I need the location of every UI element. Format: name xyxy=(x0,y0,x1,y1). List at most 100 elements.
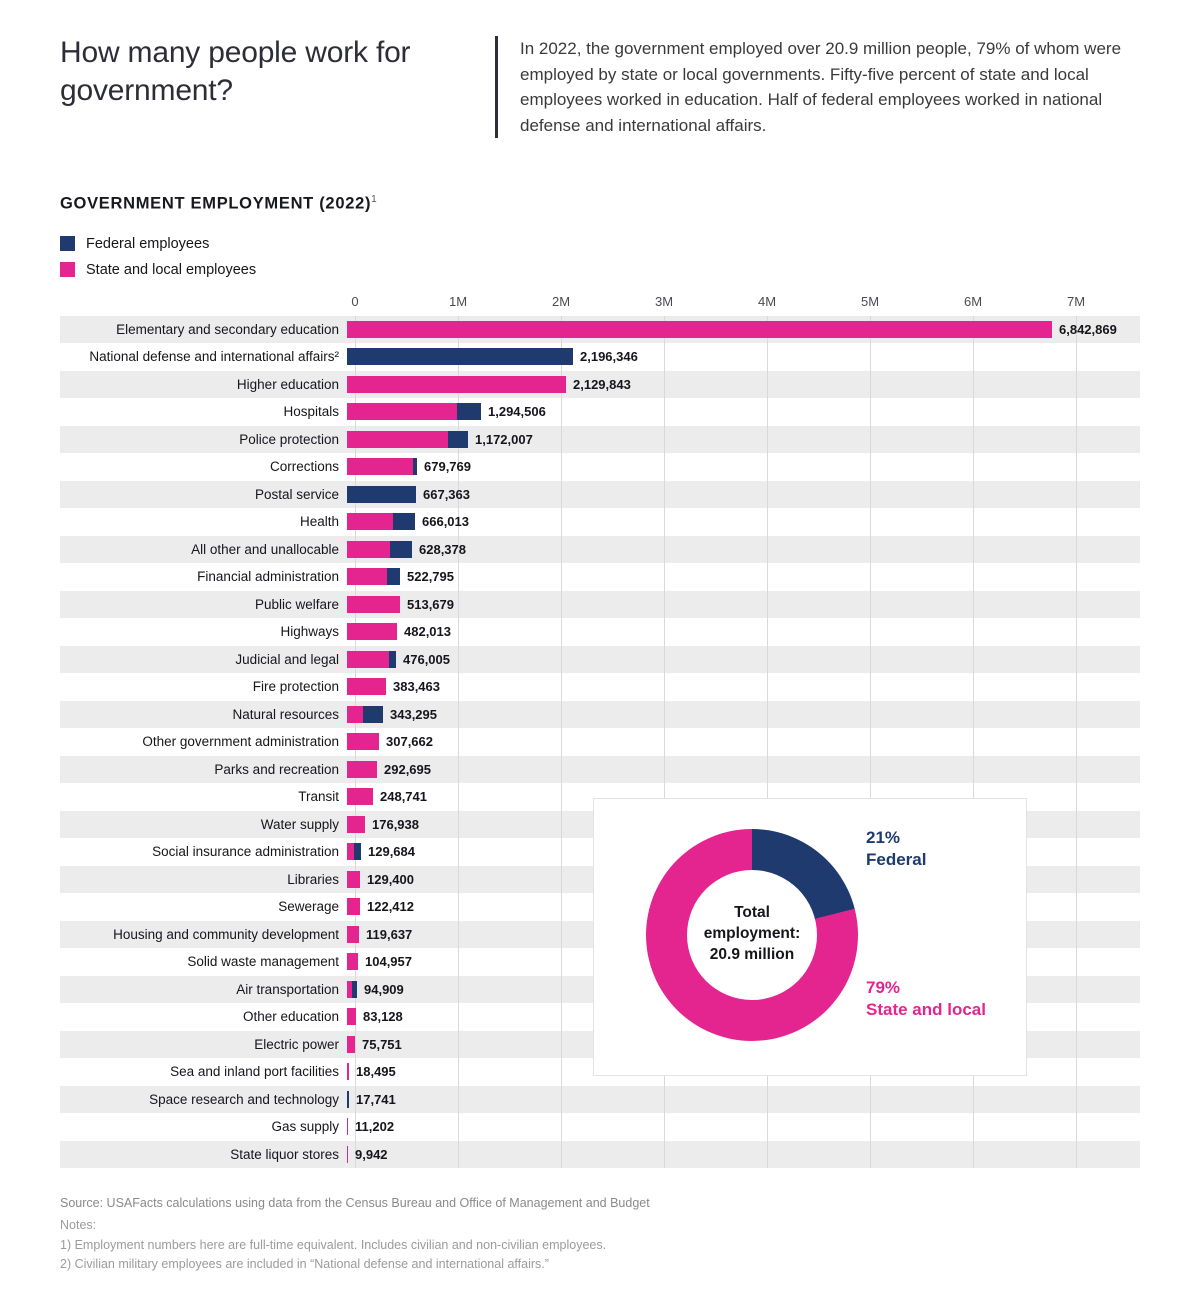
value-label: 104,957 xyxy=(365,954,412,970)
donut-chart: Total employment: 20.9 million xyxy=(646,828,858,1041)
state-local-segment xyxy=(347,733,379,751)
row-plot: 122,412 xyxy=(347,893,1140,921)
chart-row: Corrections 679,769 xyxy=(60,453,1140,481)
notes-block: Notes: 1) Employment numbers here are fu… xyxy=(60,1216,1140,1274)
chart-row: Sea and inland port facilities 18,495 xyxy=(60,1058,1140,1086)
axis-tick: 4M xyxy=(757,293,777,309)
bar xyxy=(347,403,481,421)
value-label: 2,196,346 xyxy=(580,349,638,365)
row-category-label: All other and unallocable xyxy=(191,541,339,557)
value-label: 522,795 xyxy=(407,569,454,585)
value-label: 94,909 xyxy=(364,981,404,997)
row-plot: 9,942 xyxy=(347,1141,1140,1169)
row-category-label: Health xyxy=(299,514,339,530)
state-local-segment xyxy=(347,430,448,448)
row-category-label: Electric power xyxy=(254,1036,339,1052)
chart-row: Higher education 2,129,843 xyxy=(60,370,1140,398)
bar xyxy=(347,980,357,998)
state-local-segment xyxy=(347,513,393,531)
footer: Source: USAFacts calculations using data… xyxy=(60,1194,1140,1275)
bar xyxy=(347,458,417,476)
axis-tick: 7M xyxy=(1066,293,1086,309)
bar xyxy=(347,375,566,393)
donut-center-line3: 20.9 million xyxy=(709,945,795,963)
state-local-segment xyxy=(347,595,400,613)
value-label: 1,294,506 xyxy=(488,404,546,420)
bar xyxy=(347,320,1052,338)
row-category-label: Public welfare xyxy=(254,596,339,612)
row-category-label: Social insurance administration xyxy=(152,844,339,860)
state-local-segment xyxy=(347,953,358,971)
state-local-segment xyxy=(347,623,397,641)
federal-segment xyxy=(393,513,415,531)
row-category-label: Police protection xyxy=(239,431,339,447)
state-local-color-swatch xyxy=(60,262,75,277)
chart-row: Elementary and secondary education 6,842,… xyxy=(60,315,1140,343)
row-category-label: Elementary and secondary education xyxy=(116,321,339,337)
value-label: 17,741 xyxy=(356,1091,396,1107)
bar xyxy=(347,430,468,448)
value-label: 307,662 xyxy=(386,734,433,750)
row-plot: 2,196,346 xyxy=(347,343,1140,371)
value-label: 9,942 xyxy=(355,1146,388,1162)
row-category-label: Highways xyxy=(280,624,339,640)
chart-row: Public welfare 513,679 xyxy=(60,590,1140,618)
row-plot: 94,909 xyxy=(347,976,1140,1004)
legend-label-state-local: State and local employees xyxy=(86,261,257,278)
federal-segment xyxy=(354,843,361,861)
bar xyxy=(347,788,373,806)
federal-segment xyxy=(347,485,416,503)
bar xyxy=(347,898,360,916)
donut-center-line2: employment: xyxy=(703,925,801,943)
value-label: 176,938 xyxy=(372,816,419,832)
value-label: 2,129,843 xyxy=(573,376,631,392)
row-plot: 667,363 xyxy=(347,481,1140,509)
donut-label-federal: 21% Federal xyxy=(866,827,926,871)
row-plot: 83,128 xyxy=(347,1003,1140,1031)
note-2: 2) Civilian military employees are inclu… xyxy=(60,1257,549,1272)
x-axis: 0 1M 2M 3M 4M 5M 6M 7M xyxy=(60,292,1140,316)
page-title: How many people work for government? xyxy=(60,36,411,108)
federal-segment xyxy=(363,705,383,723)
bar xyxy=(347,1063,349,1081)
legend-item-state-local: State and local employees xyxy=(60,262,1200,278)
bar xyxy=(347,540,412,558)
state-local-segment xyxy=(347,980,352,998)
row-category-label: Other government administration xyxy=(142,734,339,750)
state-local-segment xyxy=(347,843,354,861)
legend-item-federal: Federal employees xyxy=(60,236,1200,252)
value-label: 129,684 xyxy=(368,844,415,860)
row-category-label: Fire protection xyxy=(252,679,339,695)
value-label: 248,741 xyxy=(380,789,427,805)
value-label: 122,412 xyxy=(367,899,414,915)
row-plot: 248,741 xyxy=(347,783,1140,811)
row-category-label: Air transportation xyxy=(236,981,339,997)
bar xyxy=(347,815,365,833)
header: How many people work for government? In … xyxy=(0,0,1200,138)
row-category-label: Natural resources xyxy=(232,706,339,722)
intro-text: In 2022, the government employed over 20… xyxy=(495,36,1140,138)
state-local-segment xyxy=(347,678,386,696)
bar-chart: 0 1M 2M 3M 4M 5M 6M 7M Elementary and secondary… xyxy=(60,292,1140,1169)
bar xyxy=(347,623,397,641)
chart-row: Hospitals 1,294,506 xyxy=(60,398,1140,426)
state-local-segment xyxy=(347,870,360,888)
row-plot: 679,769 xyxy=(347,453,1140,481)
chart-row: Natural resources 343,295 xyxy=(60,700,1140,728)
row-plot: 129,400 xyxy=(347,866,1140,894)
bar xyxy=(347,348,573,366)
value-label: 383,463 xyxy=(393,679,440,695)
chart-row: Police protection 1,172,007 xyxy=(60,425,1140,453)
row-category-label: Libraries xyxy=(287,871,339,887)
state-local-segment xyxy=(347,760,377,778)
chart-row: Social insurance administration 129,684 xyxy=(60,838,1140,866)
chart-heading-text: GOVERNMENT EMPLOYMENT (2022) xyxy=(60,194,372,213)
federal-segment xyxy=(457,403,481,421)
bar xyxy=(347,760,377,778)
state-local-segment xyxy=(347,1063,349,1081)
row-plot: 176,938 xyxy=(347,811,1140,839)
bar xyxy=(347,1035,355,1053)
value-label: 129,400 xyxy=(367,871,414,887)
row-category-label: Parks and recreation xyxy=(214,761,339,777)
state-local-segment xyxy=(347,815,365,833)
